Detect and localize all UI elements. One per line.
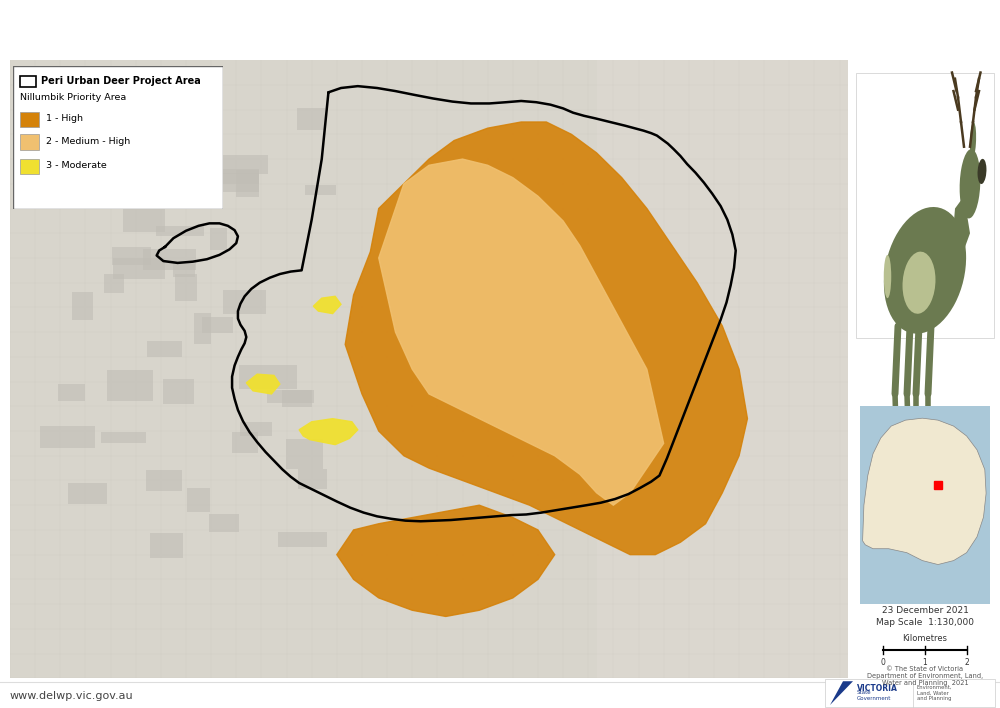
Bar <box>222 155 268 174</box>
Bar <box>232 432 258 453</box>
Ellipse shape <box>884 255 891 298</box>
Bar <box>267 390 314 403</box>
Polygon shape <box>345 122 747 554</box>
Bar <box>209 514 239 532</box>
Polygon shape <box>379 159 664 506</box>
Bar <box>173 264 195 277</box>
Text: 2: 2 <box>965 658 969 667</box>
Bar <box>20 159 39 174</box>
Bar <box>856 72 994 338</box>
Bar <box>146 469 182 491</box>
Bar <box>163 379 194 404</box>
Text: Kilometres: Kilometres <box>902 634 948 643</box>
Ellipse shape <box>884 207 966 333</box>
Text: www.delwp.vic.gov.au: www.delwp.vic.gov.au <box>10 690 134 700</box>
Bar <box>123 208 165 232</box>
Text: Environment,
Land, Water
and Planning: Environment, Land, Water and Planning <box>917 685 952 702</box>
Bar <box>143 249 196 270</box>
Ellipse shape <box>978 159 986 184</box>
Text: 1 - High: 1 - High <box>46 114 83 123</box>
Ellipse shape <box>960 149 980 219</box>
Bar <box>64 180 95 201</box>
Bar <box>305 185 336 195</box>
Bar <box>298 469 327 489</box>
Text: 2 - Medium - High: 2 - Medium - High <box>46 137 130 146</box>
Bar <box>146 152 202 171</box>
Polygon shape <box>246 374 280 394</box>
Bar <box>101 432 146 443</box>
Ellipse shape <box>970 122 976 159</box>
Bar <box>104 275 124 293</box>
Text: VICTORIA: VICTORIA <box>857 684 898 693</box>
Text: Nillumbik Priority Area: Nillumbik Priority Area <box>13 18 264 37</box>
Text: Peri Urban Deer Project Area: Peri Urban Deer Project Area <box>41 76 201 86</box>
Polygon shape <box>379 159 664 506</box>
Bar <box>175 274 197 302</box>
Bar <box>20 112 39 127</box>
Polygon shape <box>299 418 358 445</box>
Text: 0: 0 <box>881 658 885 667</box>
Bar <box>212 169 259 192</box>
Bar <box>239 365 297 389</box>
Bar <box>597 60 848 678</box>
Bar <box>286 439 323 469</box>
Polygon shape <box>313 296 341 314</box>
Text: Nillumbik Priority Area: Nillumbik Priority Area <box>20 93 127 102</box>
Bar <box>150 532 183 558</box>
Bar <box>20 135 39 149</box>
Bar <box>825 679 995 707</box>
Bar <box>202 317 233 333</box>
Bar <box>278 532 327 547</box>
Bar <box>107 370 153 401</box>
Bar <box>201 173 259 184</box>
Bar <box>240 422 272 436</box>
Bar <box>68 484 107 504</box>
Bar <box>58 384 85 401</box>
Bar <box>223 290 266 314</box>
Bar <box>72 292 93 320</box>
Text: State
Government: State Government <box>857 690 891 701</box>
Bar <box>236 171 259 197</box>
Bar <box>210 228 227 250</box>
Bar <box>20 76 36 86</box>
Bar <box>40 426 95 448</box>
Bar <box>187 488 210 512</box>
Text: Map Scale  1:130,000: Map Scale 1:130,000 <box>876 618 974 627</box>
Polygon shape <box>952 196 970 258</box>
Bar <box>156 226 204 236</box>
Bar <box>194 313 211 344</box>
Polygon shape <box>830 681 853 705</box>
Text: © The State of Victoria
Department of Environment, Land,
Water and Planning  202: © The State of Victoria Department of En… <box>867 666 983 686</box>
Bar <box>297 108 325 130</box>
Bar <box>147 341 182 357</box>
Polygon shape <box>863 418 986 564</box>
Ellipse shape <box>903 251 935 314</box>
Text: 23 December 2021: 23 December 2021 <box>882 606 968 615</box>
Bar <box>282 390 312 407</box>
Bar <box>112 247 151 265</box>
Bar <box>113 258 165 279</box>
Text: 3 - Moderate: 3 - Moderate <box>46 161 106 171</box>
Polygon shape <box>337 506 555 617</box>
Text: 1: 1 <box>923 658 927 667</box>
